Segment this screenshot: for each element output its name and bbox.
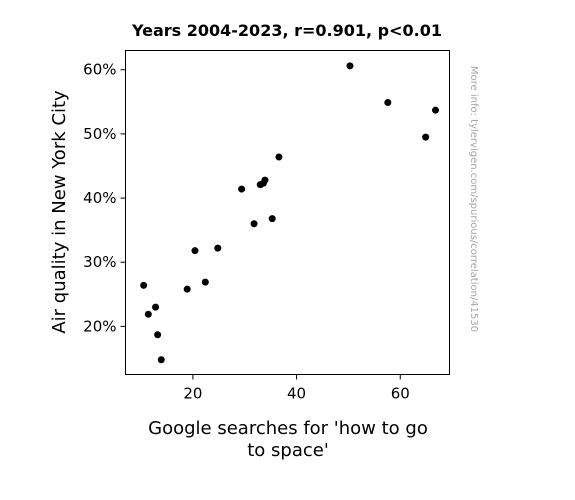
x-tick-label: 20 [183,385,202,403]
y-tick-label: 40% [83,189,116,207]
y-axis-label: Air quality in New York City [49,90,70,334]
data-point [183,285,191,293]
y-tick-label: 20% [83,317,116,335]
y-tick-label: 50% [83,125,116,143]
data-point [250,220,258,228]
data-point [140,281,148,289]
data-point [154,331,162,339]
x-tick-label: 60 [391,385,410,403]
data-point [422,133,430,141]
y-axis: 20% 30% 40% 50% 60% [83,61,126,335]
x-axis-label-line-1: Google searches for 'how to go [148,418,428,439]
data-point [157,356,165,364]
chart-title: Years 2004-2023, r=0.901, p<0.01 [131,21,442,40]
data-point [346,62,354,70]
data-point [261,176,269,184]
data-point [201,278,209,286]
x-axis-label-line-2: to space' [247,440,329,461]
plot-area-frame [125,50,450,375]
data-point [384,98,392,106]
data-points [140,62,440,364]
data-point [275,153,283,161]
data-point [152,303,160,311]
x-axis: 20 40 60 [183,374,410,403]
data-point [268,215,276,223]
watermark-text: More info: tylervigen.com/spurious/corre… [468,66,479,332]
y-tick-label: 60% [83,61,116,79]
data-point [144,310,152,318]
y-tick-label: 30% [83,253,116,271]
data-point [238,185,246,193]
data-point [432,106,440,114]
x-tick-label: 40 [287,385,306,403]
data-point [191,247,199,255]
data-point [214,244,222,252]
